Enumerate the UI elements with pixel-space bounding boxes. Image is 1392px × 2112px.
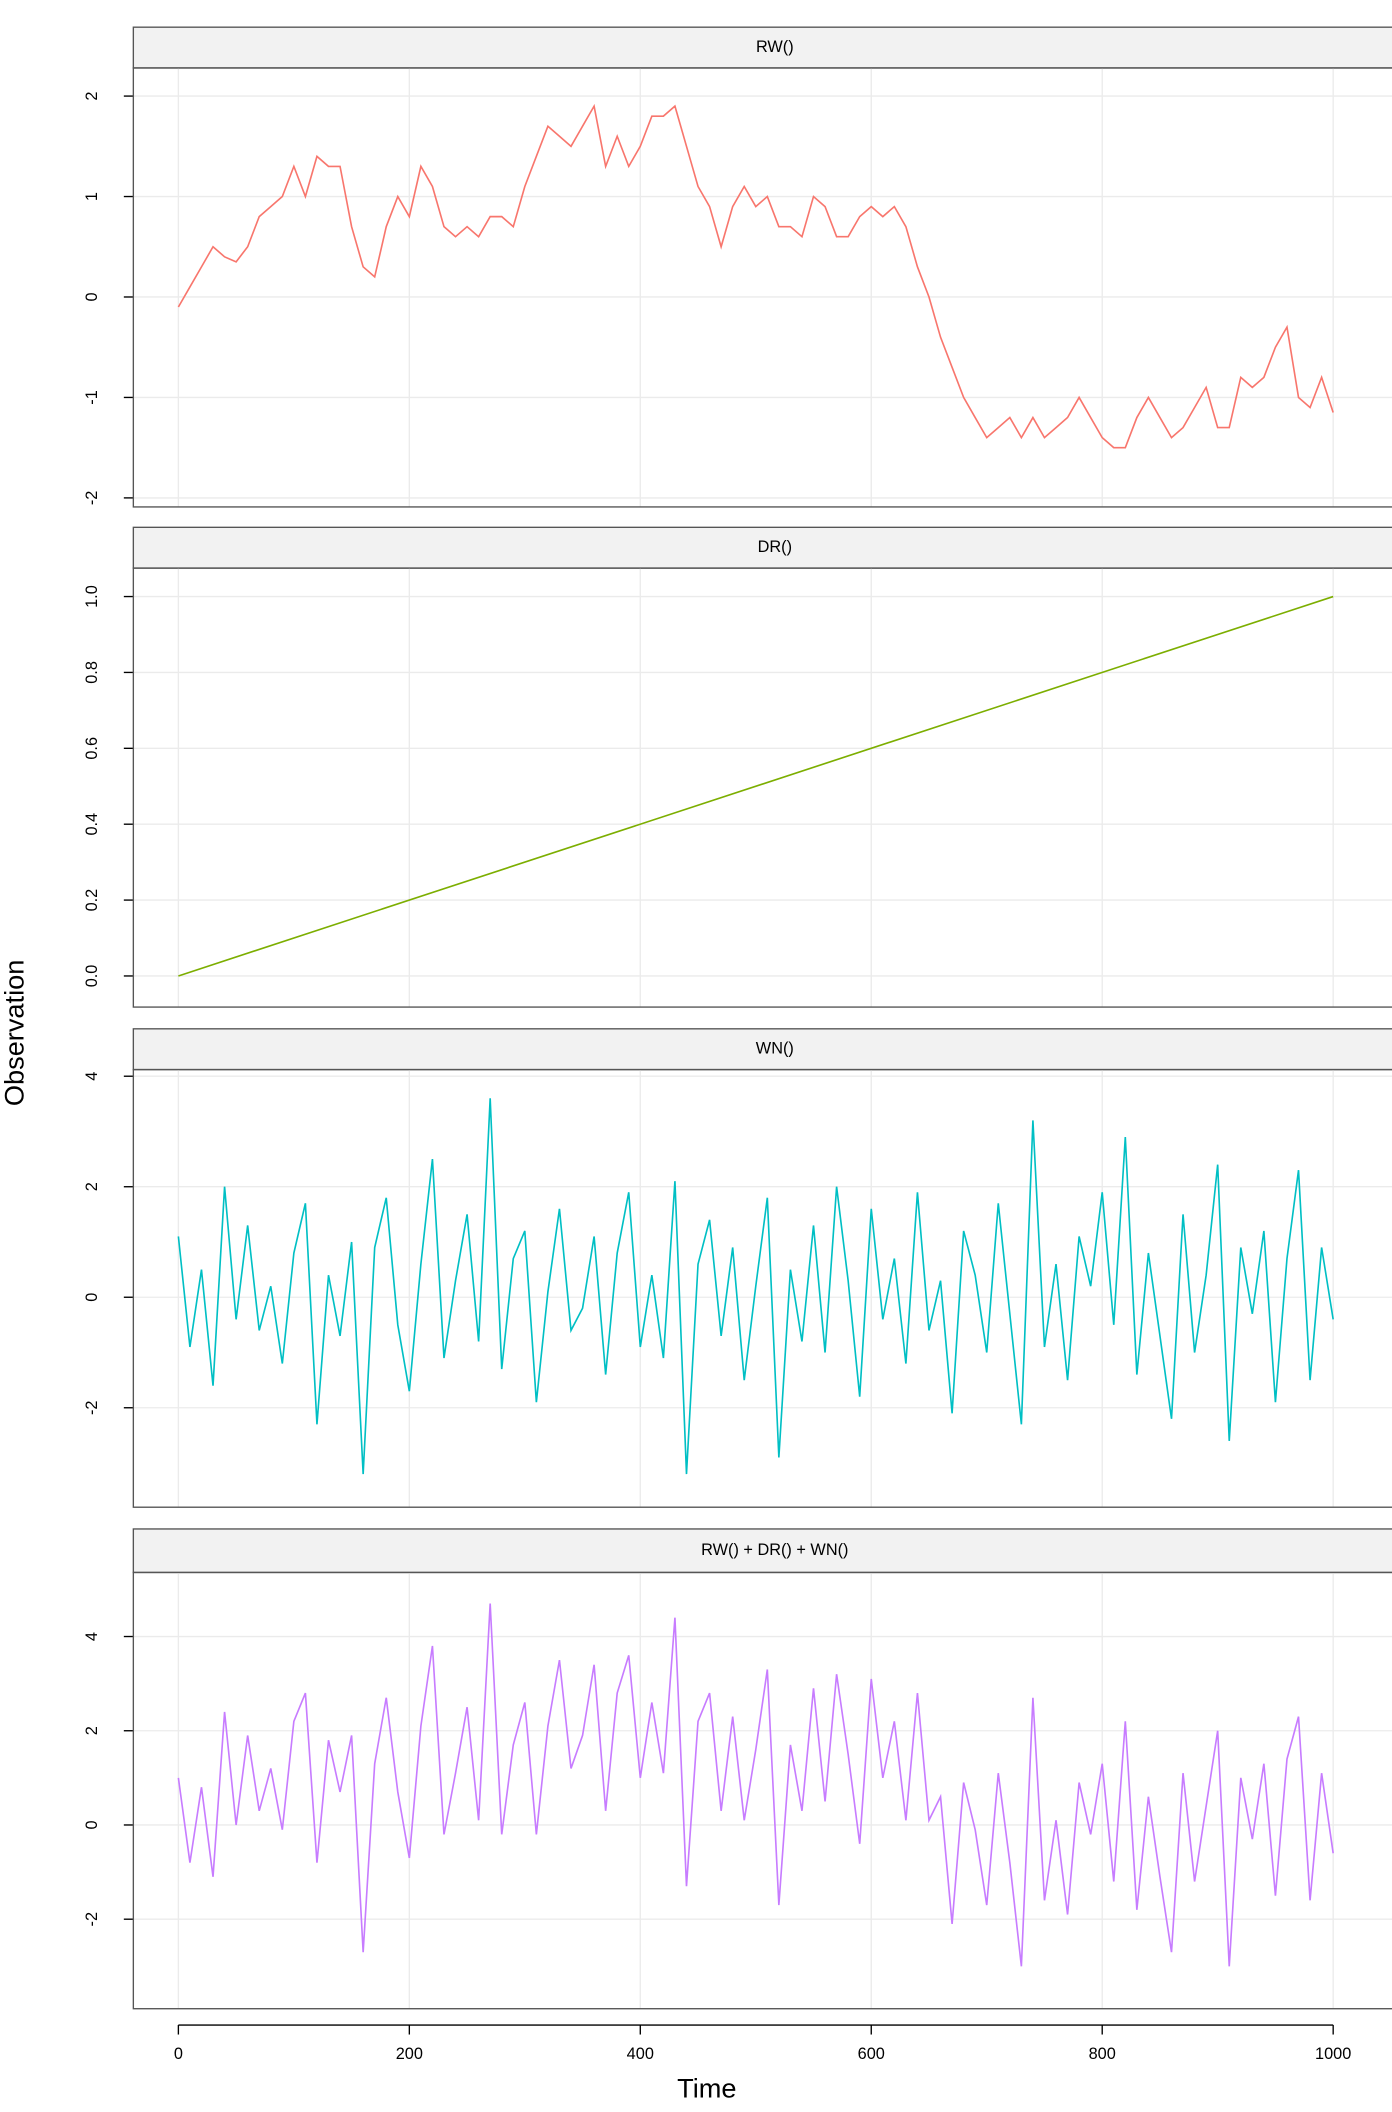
panel-title: DR() xyxy=(758,538,792,556)
x-tick-label: 400 xyxy=(627,2045,654,2063)
panel-border xyxy=(132,567,1392,1008)
data-line xyxy=(177,1098,1334,1475)
y-tick-label: 0 xyxy=(83,1293,101,1302)
panel-border xyxy=(132,1068,1392,1508)
y-tick-label: 0 xyxy=(83,292,101,301)
y-tick-label: 0.0 xyxy=(83,965,101,988)
y-tick-label: 0.8 xyxy=(83,661,101,684)
y-tick-label: 4 xyxy=(83,1632,101,1641)
y-tick-label: 0 xyxy=(83,1820,101,1829)
data-line xyxy=(177,103,1334,449)
panel-title: RW() xyxy=(756,38,794,56)
x-tick-label: 1000 xyxy=(1315,2045,1351,2063)
strip xyxy=(132,526,1392,569)
y-tick-label: 2 xyxy=(83,92,101,101)
y-tick-label: -1 xyxy=(83,390,101,404)
y-axis-title: Observation xyxy=(0,960,30,1107)
y-tick-label: 1 xyxy=(83,192,101,201)
panel-border xyxy=(132,1571,1392,2010)
panel-border xyxy=(132,67,1392,508)
strip xyxy=(132,26,1392,69)
data-line xyxy=(178,595,1334,977)
x-axis-title: Time xyxy=(677,2072,736,2103)
x-tick-label: 0 xyxy=(174,2045,183,2063)
y-tick-label: 2 xyxy=(83,1726,101,1735)
y-tick-label: 4 xyxy=(83,1072,101,1081)
x-tick-label: 800 xyxy=(1089,2045,1116,2063)
y-tick-label: 0.6 xyxy=(83,737,101,760)
strip xyxy=(132,1528,1392,1574)
y-tick-label: 1.0 xyxy=(83,585,101,608)
panel-title: RW() + DR() + WN() xyxy=(701,1541,848,1559)
y-tick-label: 0.2 xyxy=(83,889,101,912)
y-tick-label: 2 xyxy=(83,1182,101,1191)
x-tick-label: 200 xyxy=(396,2045,423,2063)
data-line xyxy=(177,1603,1334,1967)
x-tick-label: 600 xyxy=(858,2045,885,2063)
y-tick-label: -2 xyxy=(83,1401,101,1415)
panel-title: WN() xyxy=(756,1040,794,1058)
y-tick-label: -2 xyxy=(83,491,101,506)
y-tick-label: 0.4 xyxy=(83,813,101,836)
y-tick-label: -2 xyxy=(83,1912,101,1926)
